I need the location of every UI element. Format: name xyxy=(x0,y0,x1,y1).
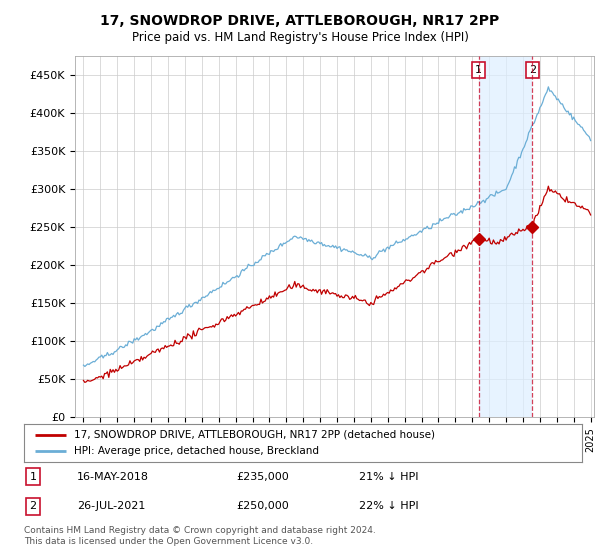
Text: £235,000: £235,000 xyxy=(236,472,289,482)
Text: 1: 1 xyxy=(475,65,482,75)
Text: HPI: Average price, detached house, Breckland: HPI: Average price, detached house, Brec… xyxy=(74,446,319,456)
Text: 17, SNOWDROP DRIVE, ATTLEBOROUGH, NR17 2PP: 17, SNOWDROP DRIVE, ATTLEBOROUGH, NR17 2… xyxy=(100,14,500,28)
Text: 2: 2 xyxy=(29,501,37,511)
Text: Contains HM Land Registry data © Crown copyright and database right 2024.
This d: Contains HM Land Registry data © Crown c… xyxy=(24,526,376,546)
Text: 16-MAY-2018: 16-MAY-2018 xyxy=(77,472,149,482)
Text: 2: 2 xyxy=(529,65,536,75)
Text: 1: 1 xyxy=(29,472,37,482)
Text: Price paid vs. HM Land Registry's House Price Index (HPI): Price paid vs. HM Land Registry's House … xyxy=(131,31,469,44)
Text: £250,000: £250,000 xyxy=(236,501,289,511)
Text: 21% ↓ HPI: 21% ↓ HPI xyxy=(359,472,418,482)
Bar xyxy=(479,56,532,417)
Text: 26-JUL-2021: 26-JUL-2021 xyxy=(77,501,145,511)
Text: 22% ↓ HPI: 22% ↓ HPI xyxy=(359,501,418,511)
Text: 17, SNOWDROP DRIVE, ATTLEBOROUGH, NR17 2PP (detached house): 17, SNOWDROP DRIVE, ATTLEBOROUGH, NR17 2… xyxy=(74,430,435,440)
